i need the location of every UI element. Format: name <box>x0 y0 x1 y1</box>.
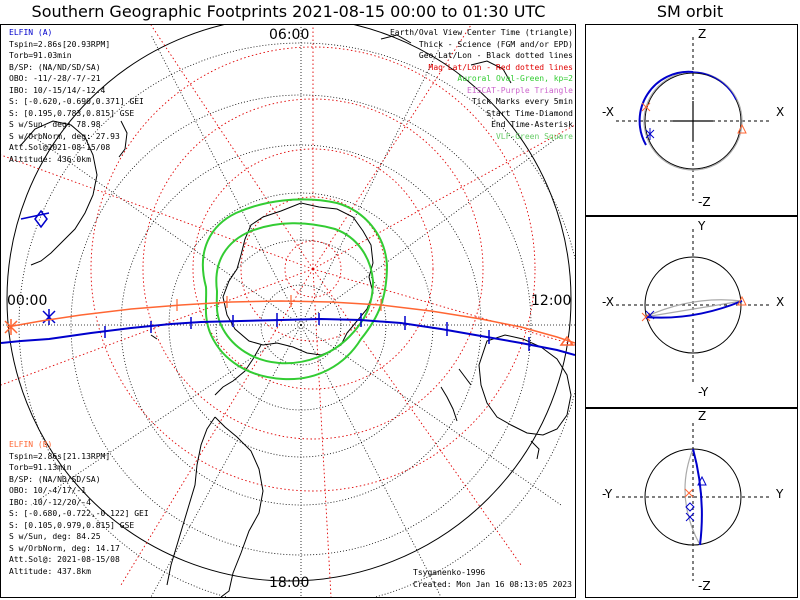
panel2-top-label: Y <box>698 219 706 233</box>
panel3-left-label: -Y <box>602 487 613 501</box>
created-timestamp: Created: Mon Jan 16 08:13:05 2023 <box>413 580 572 589</box>
elfin_b-info-line: Tspin=2.86s[21.13RPM] <box>9 451 111 461</box>
elfin_b-info-line: ELFIN (B) <box>9 440 53 449</box>
elfin_a-info-line: Altitude: 436.0km <box>9 154 91 164</box>
legend-entry: Start Time-Diamond <box>486 108 573 118</box>
panel3-top-label: Z <box>698 409 707 423</box>
panel2-left-label: -X <box>602 295 614 309</box>
orbit-panel-xz: Z -Z -X X <box>585 24 798 216</box>
elfin_a-info-line: Torb=91.03min <box>9 51 72 60</box>
coastlines <box>20 34 572 597</box>
elfin_b-info-line: B/SP: (NA/ND/SD/SA) <box>9 474 101 484</box>
elfin_a-info-line: ELFIN (A) <box>9 28 53 37</box>
elfin_b-info-line: Altitude: 437.8km <box>9 566 91 576</box>
map-legend: Earth/Oval View Center Time (triangle) Th… <box>390 27 573 142</box>
elfin_a-info-line: S: [0.195,0.783,0.815] GSE <box>9 108 135 118</box>
elfin_a-info-line: S: [-0.620,-0.690,0.371] GEI <box>9 97 144 106</box>
elfin_b-info-line: S w/Sun, deg: 84.25 <box>9 532 101 541</box>
elfin_b-info-line: IBO: 10/-12/20/-4 <box>9 497 91 507</box>
legend-entry: Geo Lat/Lon - Black dotted lines <box>418 51 573 60</box>
legend-entry: Thick - Science (FGM and/or EPD) <box>418 39 573 49</box>
elfin_a-info-line: Tspin=2.86s[20.93RPM] <box>9 39 111 49</box>
legend-entry: Tick Marks every 5min <box>471 97 573 106</box>
elfin_b-info-line: OBO: 10/-4/17/-1 <box>9 486 87 495</box>
legend-entry: Earth/Oval View Center Time (triangle) <box>389 28 573 37</box>
panel1-top-label: Z <box>698 27 707 41</box>
panel1-bottom-label: -Z <box>698 195 711 209</box>
elfin_b-info-line: Att.Sol@: 2021-08-15/08 <box>9 555 120 564</box>
legend-entry: EISCAT-Purple Triangle <box>467 85 573 95</box>
elfin_b-info-line: S w/OrbNorm, deg: 14.17 <box>9 543 120 553</box>
orbit-title: SM orbit <box>656 2 724 21</box>
earth-limb <box>6 25 572 582</box>
time-label-left: 00:00 <box>7 293 48 309</box>
elfin_a-info-line: S w/Sun, deg: 78.98 <box>9 120 101 129</box>
map-canvas <box>1 25 575 597</box>
elfin-a-track <box>1 209 575 356</box>
elfin-b-track <box>4 295 575 346</box>
time-label-right: 12:00 <box>531 293 572 309</box>
elfin_b-info-line: Torb=91.13min <box>9 463 72 472</box>
elfin_a-info-line: B/SP: (NA/ND/SD/SA) <box>9 62 101 72</box>
elfin-b-info: ELFIN (B) Tspin=2.86s[21.13RPM] Torb=91.13… <box>9 439 149 577</box>
mag-lon-lines <box>1 25 575 597</box>
orbit-panel-xy: Y -Y -X X <box>585 216 798 408</box>
legend-entry: VLF-Green Square <box>495 131 573 141</box>
elfin_a-info-line: OBO: -11/-28/-7/-21 <box>9 74 101 83</box>
elfin_a-info-line: S w/OrbNorm, deg: 27.93 <box>9 131 120 141</box>
model-credit: Tsyganenko-1996 <box>413 568 486 577</box>
elfin_a-info-line: IBO: 10/-15/14/-12.4 <box>9 85 106 95</box>
time-label-bottom: 18:00 <box>269 575 310 591</box>
geo-lon-lines <box>1 25 575 597</box>
legend-entry: End Time-Asterisk <box>491 120 573 129</box>
legend-entry: Mag Lat/Lon - Red dotted lines <box>428 62 574 72</box>
panel3-right-label: Y <box>776 487 784 501</box>
auroral-ovals <box>201 198 389 381</box>
time-label-top: 06:00 <box>269 27 310 43</box>
panel2-bottom-label: -Y <box>698 385 709 399</box>
elfin-b-end-asterisk <box>4 319 18 335</box>
elfin_b-info-line: S: [-0.680,-0.722,-0.122] GEI <box>9 509 149 518</box>
panel1-right-label: X <box>776 105 785 119</box>
elfin-a-end-asterisk <box>42 309 56 325</box>
orbit-panel-yz: Z -Z -Y Y <box>585 408 798 598</box>
elfin_b-info-line: S: [0.105,0.979,0.815] GSE <box>9 520 135 530</box>
panel1-left-label: -X <box>602 105 614 119</box>
plot-title: Southern Geographic Footprints 2021-08-1… <box>31 2 546 21</box>
panel3-bottom-label: -Z <box>698 579 711 593</box>
legend-entry: Auroral Oval-Green, kp=2 <box>457 74 573 83</box>
footprint-map: 06:00 00:00 12:00 18:00 Earth/Oval View … <box>0 24 576 598</box>
elfin_a-info-line: Att.Sol@2021-08-15/08 <box>9 143 111 152</box>
panel2-right-label: X <box>776 295 785 309</box>
elfin-a-info: ELFIN (A) Tspin=2.86s[20.93RPM] Torb=91.03… <box>9 27 144 165</box>
